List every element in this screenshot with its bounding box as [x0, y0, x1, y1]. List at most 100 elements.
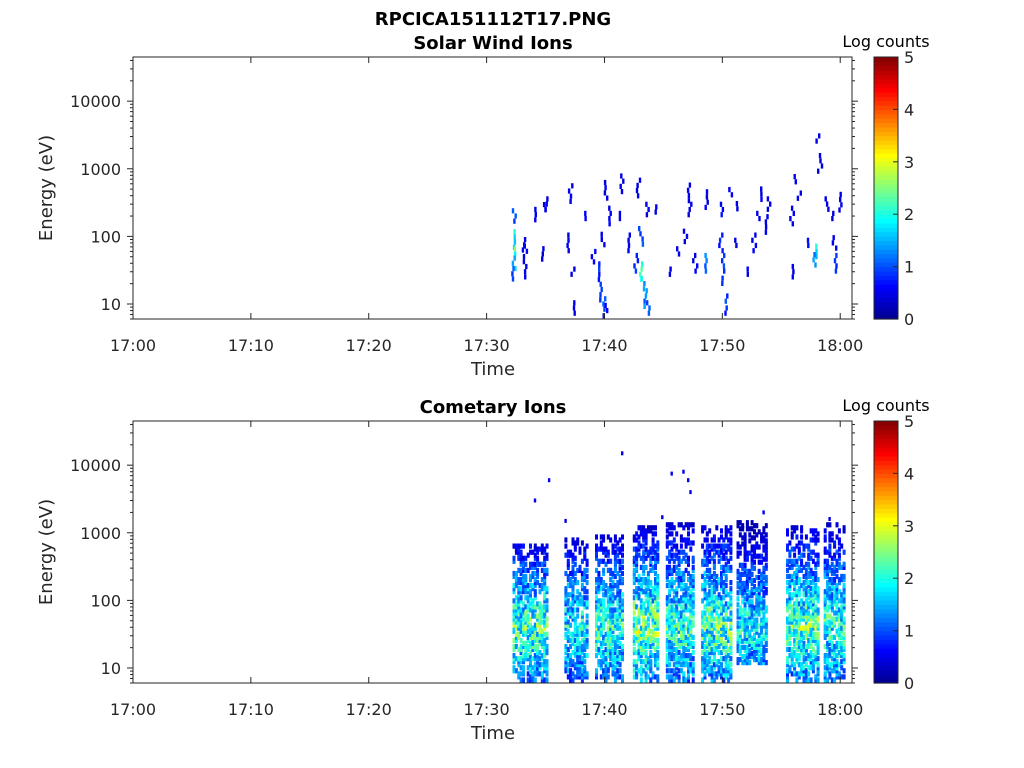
heatmap-cell [526, 656, 530, 662]
heatmap-cell [786, 558, 789, 564]
heatmap-cell [639, 625, 643, 631]
heatmap-cell [672, 564, 676, 570]
heatmap-cell [583, 653, 587, 659]
heatmap-cell [672, 637, 676, 643]
heatmap-cell [797, 564, 801, 570]
heatmap-cell [675, 646, 679, 653]
heatmap-cell [526, 622, 530, 628]
colorbar-segment [874, 218, 898, 224]
heatmap-cell [811, 586, 815, 592]
heatmap-cell [526, 637, 530, 643]
heatmap-cell [757, 596, 761, 602]
heatmap-cell [637, 610, 641, 616]
heatmap-cell [538, 628, 542, 634]
heatmap-cell [543, 665, 547, 671]
heatmap-cell [835, 583, 839, 589]
heatmap-cell [691, 613, 695, 619]
heatmap-cell [710, 625, 714, 631]
heatmap-cell [835, 643, 839, 650]
heatmap-cell [793, 174, 796, 180]
heatmap-cell [701, 659, 705, 665]
heatmap-cell [741, 584, 745, 590]
heatmap-cell [536, 558, 540, 564]
heatmap-cell [611, 662, 615, 668]
colorbar-segment [874, 105, 898, 110]
heatmap-cell [646, 662, 650, 668]
heatmap-cell [689, 656, 693, 662]
heatmap-cell [703, 625, 707, 631]
heatmap-cell [743, 620, 747, 626]
heatmap-cell [585, 637, 589, 643]
heatmap-cell [675, 659, 679, 665]
colorbar-segment [874, 214, 898, 220]
heatmap-cell [720, 631, 723, 637]
heatmap-cell [538, 619, 542, 625]
heatmap-cell [712, 653, 716, 659]
heatmap-cell [797, 589, 801, 595]
heatmap-cell [708, 616, 712, 622]
heatmap-cell [531, 677, 535, 683]
heatmap-cell [764, 629, 768, 635]
heatmap-cell [835, 586, 839, 592]
heatmap-cell [595, 543, 598, 549]
heatmap-cell [670, 650, 674, 656]
heatmap-cell [672, 671, 676, 677]
heatmap-cell [533, 555, 537, 561]
heatmap-cell [687, 616, 690, 622]
heatmap-cell [722, 580, 726, 586]
heatmap-cell [689, 583, 693, 589]
heatmap-cell [720, 650, 723, 656]
heatmap-cell [642, 570, 646, 577]
heatmap-cell [616, 586, 620, 592]
heatmap-cell [649, 634, 653, 640]
heatmap-cell [809, 549, 813, 555]
colorbar-segment [874, 270, 898, 276]
heatmap-cell [710, 546, 714, 552]
heatmap-cell [760, 535, 764, 541]
heatmap-cell [756, 210, 759, 216]
heatmap-cell [687, 478, 690, 483]
heatmap-cell [760, 532, 764, 538]
heatmap-cell [825, 201, 829, 207]
heatmap-cell [786, 616, 789, 622]
heatmap-cell [691, 619, 695, 625]
heatmap-cell [648, 305, 651, 311]
heatmap-cell [637, 631, 641, 637]
heatmap-cell [807, 616, 811, 622]
heatmap-cell [533, 604, 537, 610]
heatmap-cell [793, 628, 797, 634]
heatmap-cell [757, 559, 761, 565]
heatmap-cell [540, 656, 544, 662]
heatmap-cell [656, 592, 660, 598]
heatmap-cell [790, 573, 794, 580]
heatmap-cell [826, 646, 830, 653]
heatmap-cell [743, 623, 747, 629]
heatmap-cell [524, 616, 528, 622]
heatmap-cell [514, 583, 518, 589]
heatmap-cell [802, 653, 806, 659]
heatmap-cell [679, 577, 683, 583]
heatmap-cell [564, 659, 568, 665]
heatmap-cell [708, 549, 712, 555]
heatmap-cell [736, 647, 740, 654]
heatmap-cell [701, 643, 705, 650]
heatmap-cell [642, 589, 646, 595]
heatmap-cell [595, 619, 598, 625]
heatmap-cell [727, 677, 731, 683]
heatmap-cell [715, 573, 719, 580]
heatmap-cell [743, 553, 747, 559]
heatmap-cell [802, 589, 806, 595]
heatmap-cell [611, 583, 615, 589]
heatmap-cell [790, 534, 794, 540]
heatmap-cell [721, 206, 725, 213]
heatmap-cell [814, 674, 818, 680]
heatmap-cell [635, 558, 639, 564]
heatmap-cell [583, 552, 587, 558]
x-tick-label: 17:00 [110, 336, 156, 355]
heatmap-cell [842, 634, 846, 640]
heatmap-cell [788, 668, 792, 674]
heatmap-cell [722, 546, 726, 552]
heatmap-cell [717, 537, 721, 543]
heatmap-cell [517, 549, 521, 555]
heatmap-cell [675, 610, 679, 616]
